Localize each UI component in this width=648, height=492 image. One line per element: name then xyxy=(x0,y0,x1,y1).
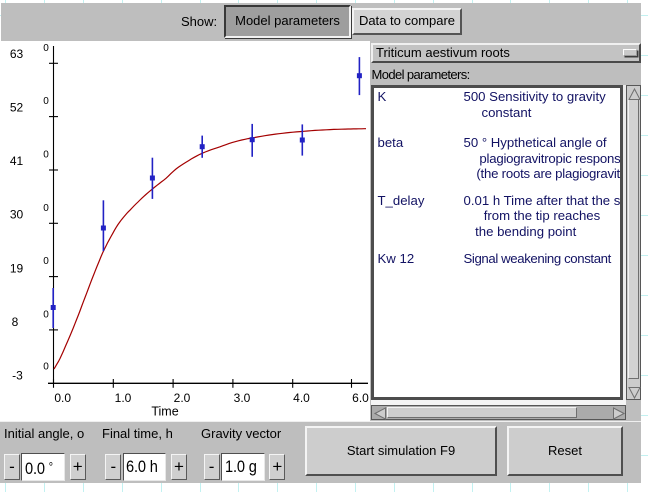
svg-text:1.0: 1.0 xyxy=(115,391,132,405)
svg-text:19: 19 xyxy=(10,261,24,275)
svg-text:8: 8 xyxy=(12,315,19,329)
svg-text:63: 63 xyxy=(10,47,24,61)
svg-text:52: 52 xyxy=(10,101,24,115)
svg-text:41: 41 xyxy=(10,154,24,168)
svg-text:2.0: 2.0 xyxy=(174,391,191,405)
svg-text:0: 0 xyxy=(43,150,49,161)
svg-text:6.0: 6.0 xyxy=(352,391,369,405)
svg-text:3.0: 3.0 xyxy=(234,391,251,405)
svg-text:0: 0 xyxy=(43,203,49,214)
svg-text:0: 0 xyxy=(43,96,49,107)
svg-text:Time: Time xyxy=(151,405,178,419)
svg-text:0: 0 xyxy=(43,43,49,54)
svg-text:30: 30 xyxy=(10,208,24,222)
svg-text:4.0: 4.0 xyxy=(293,391,310,405)
svg-text:0: 0 xyxy=(43,256,49,267)
svg-text:0: 0 xyxy=(43,309,49,320)
svg-text:-3: -3 xyxy=(12,368,23,382)
svg-text:0.0: 0.0 xyxy=(54,391,71,405)
svg-text:0: 0 xyxy=(43,362,49,373)
